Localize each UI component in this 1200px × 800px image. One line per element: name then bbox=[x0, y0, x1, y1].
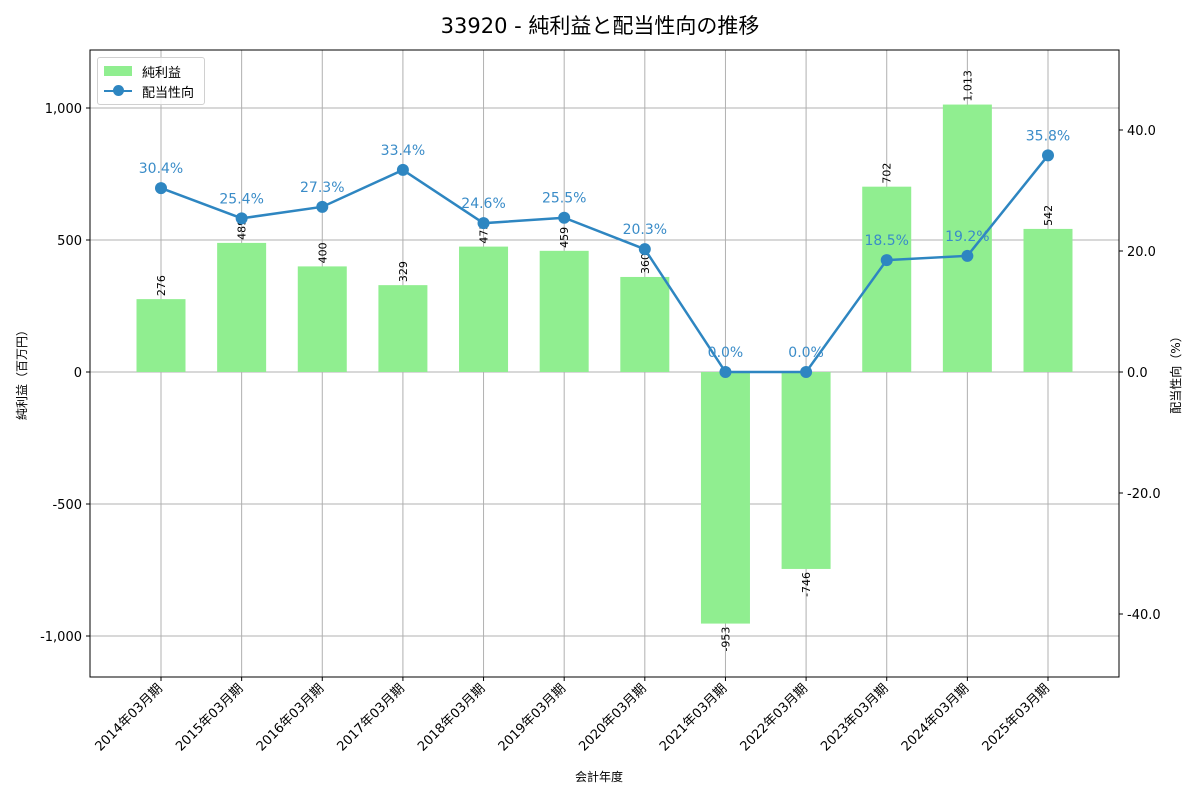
x-tick-label: 2019年03月期 bbox=[496, 681, 569, 754]
payout-ratio-marker bbox=[880, 254, 893, 267]
y-tick-right: 20.0 bbox=[1127, 245, 1156, 260]
payout-ratio-marker bbox=[558, 211, 571, 224]
payout-ratio-marker bbox=[235, 212, 248, 225]
x-tick-label: 2020年03月期 bbox=[576, 681, 649, 754]
y-tick-left: 500 bbox=[57, 234, 82, 249]
legend: 純利益 配当性向 bbox=[97, 57, 205, 105]
x-axis-label: 会計年度 bbox=[575, 769, 623, 784]
legend-label-net-income: 純利益 bbox=[142, 65, 182, 81]
bar-value-label: 459 bbox=[558, 227, 571, 248]
y-tick-right: -40.0 bbox=[1127, 608, 1161, 623]
y-tick-left: 1,000 bbox=[45, 102, 82, 117]
bar-net-income bbox=[862, 186, 912, 372]
bar-value-label: -746 bbox=[800, 572, 813, 597]
legend-item-net-income: 純利益 bbox=[104, 62, 182, 81]
y-tick-left: 0 bbox=[74, 366, 82, 381]
payout-ratio-label: 24.6% bbox=[461, 196, 505, 212]
line-marker-icon bbox=[104, 85, 132, 96]
bar-net-income bbox=[217, 242, 267, 372]
bar-value-label: 360 bbox=[639, 253, 652, 274]
payout-ratio-marker bbox=[719, 366, 732, 378]
x-tick-label: 2017年03月期 bbox=[334, 681, 407, 754]
payout-ratio-label: 25.5% bbox=[542, 191, 586, 207]
payout-ratio-label: 0.0% bbox=[788, 345, 824, 361]
payout-ratio-label: 18.5% bbox=[864, 233, 908, 249]
bar-net-income bbox=[942, 104, 992, 373]
payout-ratio-marker bbox=[155, 182, 167, 195]
bar-net-income bbox=[1023, 228, 1073, 372]
bar-net-income bbox=[136, 299, 186, 372]
y-tick-right: 40.0 bbox=[1127, 124, 1156, 139]
bar-value-label: 542 bbox=[1042, 205, 1055, 226]
x-tick-label: 2024年03月期 bbox=[899, 681, 972, 754]
y-tick-right: -20.0 bbox=[1127, 487, 1161, 502]
bar-net-income bbox=[700, 372, 750, 624]
y-tick-right: 0.0 bbox=[1127, 366, 1148, 381]
x-tick-label: 2022年03月期 bbox=[738, 681, 811, 754]
bar-value-label: 276 bbox=[155, 275, 168, 296]
y-axis-label-left: 純利益（百万円） bbox=[15, 324, 29, 420]
bar-value-label: 1,013 bbox=[961, 70, 974, 102]
x-tick-label: 2025年03月期 bbox=[980, 681, 1053, 754]
bar-net-income bbox=[378, 285, 428, 372]
plot-frame bbox=[89, 49, 1120, 678]
x-tick-label: 2018年03月期 bbox=[415, 681, 488, 754]
payout-ratio-line bbox=[160, 154, 1049, 374]
bar-value-label: 489 bbox=[236, 219, 249, 240]
bar-net-income bbox=[620, 276, 670, 372]
bar-value-label: 702 bbox=[881, 163, 894, 184]
bar-value-label: -953 bbox=[719, 627, 732, 652]
payout-ratio-label: 25.4% bbox=[219, 191, 263, 207]
y-tick-left: -1,000 bbox=[40, 630, 82, 645]
legend-label-payout-ratio: 配当性向 bbox=[142, 85, 195, 101]
payout-ratio-label: 35.8% bbox=[1026, 128, 1070, 144]
payout-ratio-marker bbox=[477, 217, 490, 230]
payout-ratio-marker bbox=[961, 249, 974, 262]
bar-net-income bbox=[297, 266, 347, 372]
x-tick-label: 2023年03月期 bbox=[818, 681, 891, 754]
x-tick-label: 2021年03月期 bbox=[657, 681, 730, 754]
x-tick-label: 2015年03月期 bbox=[173, 681, 246, 754]
payout-ratio-label: 0.0% bbox=[708, 345, 744, 361]
payout-ratio-marker bbox=[800, 366, 813, 378]
x-tick-label: 2016年03月期 bbox=[254, 681, 327, 754]
payout-ratio-label: 20.3% bbox=[623, 222, 667, 238]
y-tick-left: -500 bbox=[52, 498, 82, 513]
payout-ratio-marker bbox=[1042, 149, 1054, 162]
payout-ratio-label: 33.4% bbox=[381, 143, 425, 159]
x-tick-label: 2014年03月期 bbox=[93, 681, 166, 754]
bar-net-income bbox=[781, 372, 831, 569]
y-axis-label-right: 配当性向（%） bbox=[1168, 330, 1183, 413]
payout-ratio-label: 30.4% bbox=[139, 161, 183, 177]
payout-ratio-marker bbox=[638, 243, 651, 256]
bar-value-label: 400 bbox=[316, 242, 329, 263]
bar-swatch-icon bbox=[104, 66, 132, 76]
bar-net-income bbox=[539, 250, 589, 372]
payout-ratio-label: 19.2% bbox=[945, 229, 989, 245]
bar-net-income bbox=[459, 246, 509, 372]
bar-value-label: 329 bbox=[397, 261, 410, 282]
payout-ratio-label: 27.3% bbox=[300, 180, 344, 196]
payout-ratio-marker bbox=[396, 163, 409, 176]
payout-ratio-marker bbox=[316, 200, 329, 213]
legend-item-payout-ratio: 配当性向 bbox=[104, 82, 195, 101]
chart-title: 33920 - 純利益と配当性向の推移 bbox=[440, 14, 760, 38]
